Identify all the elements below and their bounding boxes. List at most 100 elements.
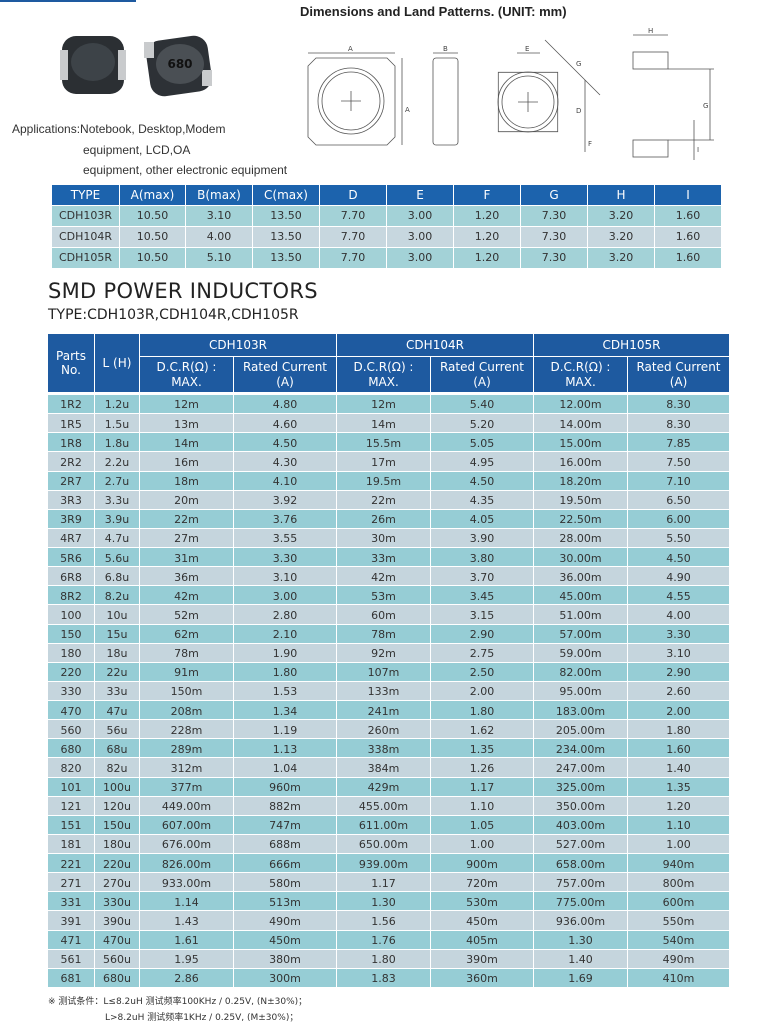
cell: 757.00m [534, 873, 628, 893]
cell: 12m [337, 395, 431, 415]
cell: 330u [95, 892, 140, 912]
dim-cell: 13.50 [253, 226, 320, 247]
header-line: Rated Current [242, 360, 328, 375]
cell: 1.19 [234, 720, 337, 740]
cell: 527.00m [534, 834, 628, 855]
cell: 1.05 [431, 815, 534, 835]
dim-cell: 1.60 [655, 226, 722, 247]
cell: 1.00 [431, 834, 534, 855]
cell: 12m [140, 395, 234, 415]
cell: 540m [628, 930, 730, 950]
cell: 676.00m [140, 834, 234, 855]
group-header: CDH103R [140, 334, 337, 357]
dimension-drawings [307, 34, 714, 160]
dim-label: I [697, 146, 699, 154]
cell: 1.56 [337, 911, 431, 931]
cell: 3.10 [234, 567, 337, 587]
cell: 18m [140, 471, 234, 491]
header-line: MAX. [565, 374, 596, 389]
cell: 68u [95, 739, 140, 759]
illustrations: 680 A A B E G D F H G I [60, 27, 714, 160]
cell: 33u [95, 681, 140, 702]
cell: 260m [337, 720, 431, 740]
cell: 4.50 [431, 471, 534, 491]
sub-header: Rated Current (A) [431, 357, 534, 393]
dim-label: G [576, 60, 581, 68]
cell: 4.50 [628, 548, 730, 568]
cell: 36.00m [534, 567, 628, 587]
cell: 450m [431, 911, 534, 931]
cell: 1.14 [140, 892, 234, 912]
cell: 800m [628, 873, 730, 893]
cell: 380m [234, 949, 337, 969]
cell: 3.15 [431, 605, 534, 625]
cell: 53m [337, 586, 431, 606]
cell: 30m [337, 528, 431, 549]
cell: 51.00m [534, 605, 628, 625]
cell: 13m [140, 414, 234, 434]
section-title: SMD POWER INDUCTORS [48, 279, 318, 303]
cell: 410m [628, 968, 730, 988]
cell: 82.00m [534, 662, 628, 682]
cell: 22.50m [534, 509, 628, 529]
cell: 14m [337, 414, 431, 434]
dim-cell: 13.50 [253, 247, 320, 268]
cell: 4.95 [431, 452, 534, 472]
cell: 4.05 [431, 509, 534, 529]
cell: 450m [234, 930, 337, 950]
cell: 2.90 [628, 662, 730, 682]
cell: 3.00 [234, 586, 337, 606]
dim-cell: 7.70 [320, 226, 387, 247]
cell: 221 [48, 854, 95, 874]
cell: 20m [140, 490, 234, 510]
sub-header: D.C.R(Ω) : MAX. [534, 357, 628, 393]
cell: 7.10 [628, 471, 730, 491]
applications-line: equipment, LCD,OA [83, 142, 191, 157]
cell: 42m [337, 567, 431, 587]
dim-label: D [576, 107, 581, 115]
cell: 560 [48, 720, 95, 740]
dim-header-cell: E [387, 185, 454, 205]
parts-header: Parts No. [48, 334, 95, 393]
cell: 1.95 [140, 949, 234, 969]
cell: 62m [140, 624, 234, 644]
cell: 15.5m [337, 433, 431, 453]
cell: 26m [337, 509, 431, 529]
dim-cell: CDH103R [52, 205, 120, 226]
header-line: MAX. [368, 374, 399, 389]
cell: 1.76 [337, 930, 431, 950]
cell: 78m [140, 643, 234, 663]
cell: 42m [140, 586, 234, 606]
cell: 377m [140, 777, 234, 797]
cell: 6.8u [95, 567, 140, 587]
cell: 3.92 [234, 490, 337, 510]
cell: 100u [95, 777, 140, 797]
cell: 56u [95, 720, 140, 740]
dim-cell: 3.00 [387, 205, 454, 226]
cell: 1.8u [95, 433, 140, 453]
cell: 429m [337, 777, 431, 797]
cell: 312m [140, 758, 234, 778]
cell: 490m [234, 911, 337, 931]
cell: 22u [95, 662, 140, 682]
section-subtitle: TYPE:CDH103R,CDH104R,CDH105R [48, 307, 299, 323]
cell: 1.43 [140, 911, 234, 931]
cell: 4.55 [628, 586, 730, 606]
cell: 1.53 [234, 681, 337, 702]
cell: 666m [234, 854, 337, 874]
cell: 900m [431, 854, 534, 874]
dim-cell: 7.30 [521, 226, 588, 247]
dim-label: E [525, 45, 529, 53]
cell: 60m [337, 605, 431, 625]
dim-cell: 7.30 [521, 247, 588, 268]
cell: 220u [95, 854, 140, 874]
cell: 5.6u [95, 548, 140, 568]
cell: 47u [95, 701, 140, 721]
dim-cell: 7.70 [320, 205, 387, 226]
dim-cell: 1.60 [655, 247, 722, 268]
cell: 325.00m [534, 777, 628, 797]
dim-cell: 1.20 [454, 226, 521, 247]
header-line: (A) [473, 374, 491, 389]
cell: 15.00m [534, 433, 628, 453]
